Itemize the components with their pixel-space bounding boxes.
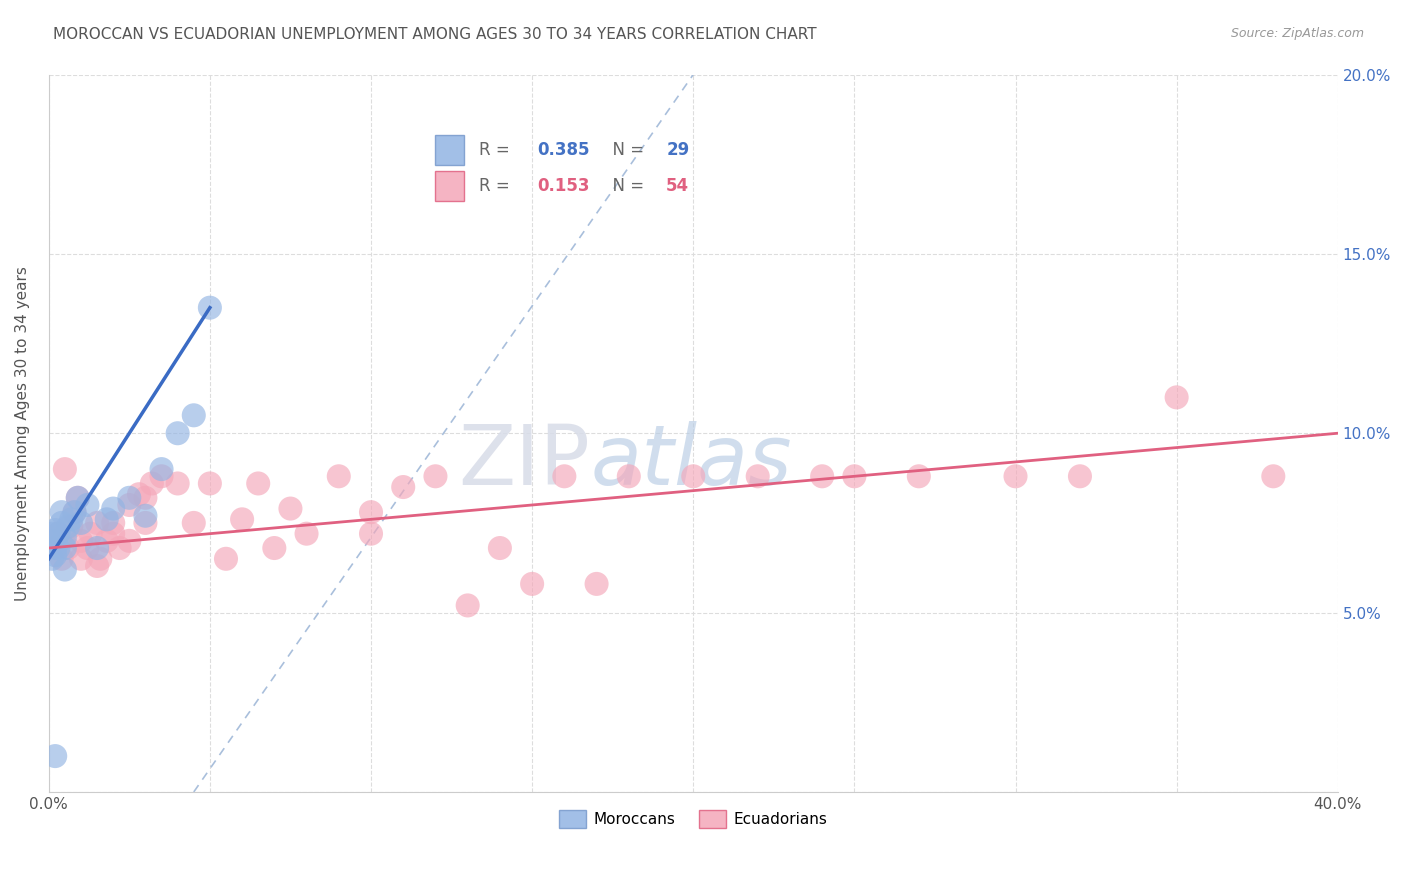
Point: [585, 577, 607, 591]
Point: [392, 480, 415, 494]
Point: [295, 526, 318, 541]
Point: [86, 516, 108, 530]
Point: [150, 462, 173, 476]
Text: 54: 54: [666, 177, 689, 194]
Point: [1069, 469, 1091, 483]
Point: [44, 749, 66, 764]
Point: [811, 469, 834, 483]
Point: [86, 558, 108, 573]
FancyBboxPatch shape: [436, 135, 464, 165]
Point: [118, 491, 141, 505]
Point: [908, 469, 931, 483]
Point: [48, 541, 70, 555]
Point: [70, 551, 93, 566]
Text: N =: N =: [602, 177, 650, 194]
Point: [76, 498, 98, 512]
Point: [60, 512, 83, 526]
Point: [53, 462, 76, 476]
Text: 29: 29: [666, 141, 689, 159]
Point: [280, 501, 302, 516]
Text: Source: ZipAtlas.com: Source: ZipAtlas.com: [1230, 27, 1364, 40]
Point: [66, 491, 89, 505]
FancyBboxPatch shape: [436, 170, 464, 201]
Point: [128, 487, 150, 501]
Y-axis label: Unemployment Among Ages 30 to 34 years: Unemployment Among Ages 30 to 34 years: [15, 266, 30, 600]
Point: [44, 541, 66, 555]
Point: [198, 301, 221, 315]
Point: [118, 498, 141, 512]
Legend: Moroccans, Ecuadorians: Moroccans, Ecuadorians: [553, 804, 834, 835]
Point: [489, 541, 512, 555]
Point: [44, 548, 66, 562]
Point: [44, 523, 66, 537]
Point: [96, 533, 118, 548]
Point: [103, 516, 125, 530]
Point: [103, 526, 125, 541]
Point: [360, 505, 382, 519]
Point: [520, 577, 543, 591]
Point: [56, 519, 79, 533]
Point: [53, 563, 76, 577]
Point: [53, 530, 76, 544]
Point: [79, 526, 101, 541]
Point: [108, 541, 131, 555]
Text: R =: R =: [479, 141, 515, 159]
Point: [41, 526, 63, 541]
Point: [103, 501, 125, 516]
Point: [198, 476, 221, 491]
Point: [48, 526, 70, 541]
Point: [247, 476, 270, 491]
Point: [51, 551, 73, 566]
Point: [1004, 469, 1026, 483]
Text: N =: N =: [602, 141, 650, 159]
Point: [86, 541, 108, 555]
Point: [66, 491, 89, 505]
Point: [56, 541, 79, 555]
Point: [70, 533, 93, 548]
Point: [166, 426, 188, 441]
Point: [150, 469, 173, 483]
Text: 0.385: 0.385: [537, 141, 589, 159]
Point: [183, 409, 205, 423]
Point: [553, 469, 575, 483]
Point: [328, 469, 350, 483]
Point: [215, 551, 238, 566]
Point: [1263, 469, 1285, 483]
Point: [41, 533, 63, 548]
Point: [48, 526, 70, 541]
Text: ZIP: ZIP: [458, 421, 591, 502]
Point: [89, 551, 111, 566]
Point: [1166, 390, 1188, 404]
Point: [134, 516, 156, 530]
Point: [682, 469, 704, 483]
Point: [76, 541, 98, 555]
Point: [70, 516, 93, 530]
Point: [360, 526, 382, 541]
Point: [166, 476, 188, 491]
Point: [96, 512, 118, 526]
Point: [134, 508, 156, 523]
Point: [747, 469, 769, 483]
Text: R =: R =: [479, 177, 515, 194]
Point: [60, 519, 83, 533]
Text: atlas: atlas: [591, 421, 792, 502]
Point: [63, 505, 86, 519]
Point: [231, 512, 253, 526]
Point: [41, 551, 63, 566]
Point: [263, 541, 285, 555]
Point: [118, 533, 141, 548]
Point: [425, 469, 447, 483]
Point: [51, 516, 73, 530]
Point: [141, 476, 163, 491]
Point: [183, 516, 205, 530]
Text: 0.153: 0.153: [537, 177, 589, 194]
Point: [844, 469, 866, 483]
Point: [134, 491, 156, 505]
Point: [457, 599, 479, 613]
Point: [63, 505, 86, 519]
Point: [53, 541, 76, 555]
Text: MOROCCAN VS ECUADORIAN UNEMPLOYMENT AMONG AGES 30 TO 34 YEARS CORRELATION CHART: MOROCCAN VS ECUADORIAN UNEMPLOYMENT AMON…: [53, 27, 817, 42]
Point: [51, 505, 73, 519]
Point: [617, 469, 640, 483]
